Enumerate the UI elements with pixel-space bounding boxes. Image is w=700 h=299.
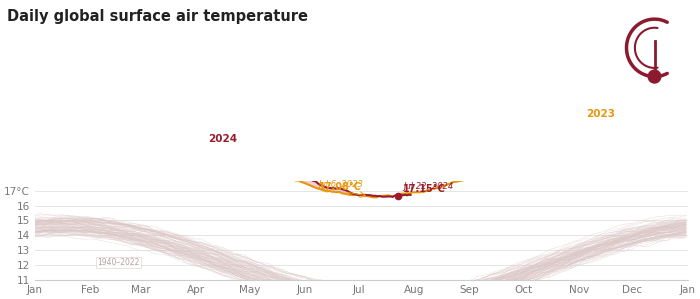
Text: 17.08°C: 17.08°C	[319, 182, 363, 192]
Text: Daily global surface air temperature: Daily global surface air temperature	[7, 9, 308, 24]
Text: 2023: 2023	[586, 109, 615, 120]
Circle shape	[648, 70, 661, 83]
Text: 1940–2022: 1940–2022	[97, 258, 140, 267]
Text: Jul 6, 2023: Jul 6, 2023	[318, 181, 363, 190]
Text: 17.15°C: 17.15°C	[403, 184, 447, 194]
Text: Jul 22, 2024: Jul 22, 2024	[403, 182, 454, 191]
Text: 2024: 2024	[208, 135, 237, 144]
